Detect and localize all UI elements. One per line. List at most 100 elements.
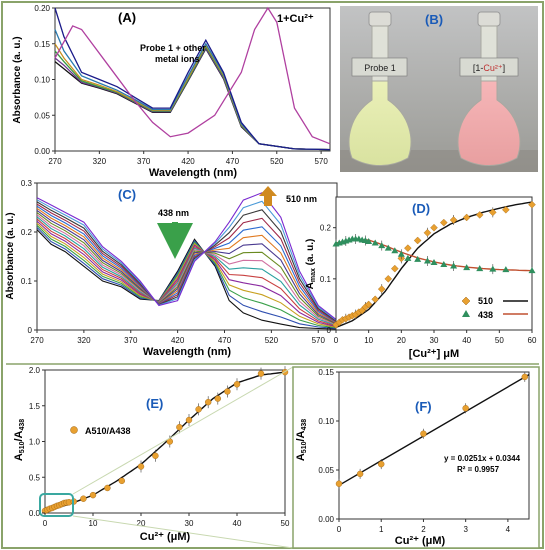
panel-e-point xyxy=(137,463,145,470)
flask-complex-body xyxy=(457,80,521,166)
panel-e-point xyxy=(214,395,222,402)
panel-a-xlabel: Wavelength (nm) xyxy=(149,167,238,179)
panel-d-series-group xyxy=(332,200,536,330)
panel-a-ytick-label: 0.00 xyxy=(34,147,50,156)
panel-c-series-line xyxy=(36,203,338,323)
panel-d-point-438 xyxy=(404,254,412,261)
panel-d-point-438 xyxy=(476,265,484,272)
panel-f-plot-frame xyxy=(338,371,530,520)
panel-f-xlabel: Cu²⁺ (μM) xyxy=(395,535,446,547)
panel-d-point-438 xyxy=(371,239,379,246)
panel-d-point-510 xyxy=(528,200,536,209)
panel-a-annotation-1: Probe 1 + other xyxy=(140,43,206,53)
panel-d: 0 10 20 30 40 50 60 0 0.1 0.2 (D) 510 438 [Cu²⁺] … xyxy=(305,196,537,360)
panel-e-ytick-label: 0.5 xyxy=(29,473,41,482)
legend-438-marker xyxy=(462,310,470,317)
flask-complex-label-part3: ] xyxy=(503,63,506,73)
panel-d-xtick-label: 60 xyxy=(528,336,537,345)
panel-b-photo: Probe 1 [1-Cu²⁺] (B) xyxy=(340,6,538,172)
panel-a-ylabel: Absorbance (a. u.) xyxy=(12,36,23,123)
panel-f-label: (F) xyxy=(415,399,432,414)
panel-a-annotation-2: metal ions xyxy=(155,54,200,64)
flask-complex-label-box xyxy=(459,57,519,77)
panel-c-ytick-label: 0 xyxy=(28,326,33,335)
panel-c-annotation-510: 510 nm xyxy=(286,194,317,204)
panel-d-point-438 xyxy=(423,257,431,264)
panel-e-series-group xyxy=(41,366,289,515)
legend-510-marker xyxy=(461,296,471,306)
panel-e-plot-frame xyxy=(44,369,286,514)
panel-c-xtick-label: 370 xyxy=(124,336,138,345)
panel-e: 0 10 20 30 40 50 0.0 0.5 1.0 1.5 2.0 (E) A510/A438… xyxy=(13,366,294,549)
panel-e-xtick-label: 50 xyxy=(281,519,290,528)
panel-e-legend-label: A510/A438 xyxy=(85,426,131,436)
panel-e-axes: 0 10 20 30 40 50 0.0 0.5 1.0 1.5 2.0 xyxy=(29,366,290,528)
panel-d-ytick-label: 0.1 xyxy=(320,275,332,284)
panel-c-series-line xyxy=(36,207,338,324)
panel-c-series-line xyxy=(36,214,338,326)
panel-c-xtick-label: 520 xyxy=(265,336,279,345)
panel-d-xlabel: [Cu²⁺] μM xyxy=(409,348,459,360)
panel-f-point xyxy=(356,470,364,478)
panel-f-xtick-label: 1 xyxy=(379,525,384,534)
panel-d-legend: 510 438 xyxy=(461,296,528,320)
zoom-connector-bottom xyxy=(72,515,294,549)
panel-e-point xyxy=(185,416,193,424)
panel-a-series-line xyxy=(54,7,331,151)
panel-d-fit-line xyxy=(335,201,533,329)
panel-e-ytick-label: 1.0 xyxy=(29,438,41,447)
flask-probe: Probe 1 xyxy=(348,11,412,166)
panel-e-ylabel-a: A xyxy=(13,453,25,461)
panel-f-xtick-label: 0 xyxy=(337,525,342,534)
panel-d-xtick-label: 40 xyxy=(462,336,471,345)
panel-e-ytick-label: 2.0 xyxy=(29,366,41,375)
flask-probe-stopper xyxy=(368,11,392,27)
panel-d-point-438 xyxy=(502,266,510,273)
panel-f-equation: y = 0.0251x + 0.0344 xyxy=(444,454,521,463)
flask-complex-label: [1-Cu²⁺] xyxy=(473,63,505,73)
panel-d-point-510 xyxy=(475,211,484,219)
panel-d-point-438 xyxy=(378,242,386,249)
panel-d-point-510 xyxy=(462,213,471,222)
panel-a-series-group xyxy=(54,6,331,151)
panel-d-point-438 xyxy=(414,255,422,262)
panel-a: 270 320 370 420 470 520 570 0.00 0.05 0.10 0.15 0.2… xyxy=(12,4,331,179)
panel-e-xlabel: Cu²⁺ (μM) xyxy=(140,531,191,543)
panel-c-series-line xyxy=(36,212,338,325)
panel-c-series-line xyxy=(36,222,338,328)
panel-f-xtick-label: 4 xyxy=(506,525,511,534)
panel-c-label: (C) xyxy=(118,187,136,202)
panel-f-point xyxy=(462,405,469,412)
panel-c-series-line xyxy=(36,205,338,324)
panel-e-label: (E) xyxy=(146,396,163,411)
panel-a-xtick-label: 520 xyxy=(270,157,284,166)
panel-e-ylabel: A510/A438 xyxy=(13,419,26,461)
panel-a-xtick-label: 370 xyxy=(137,157,151,166)
panel-d-point-510 xyxy=(371,295,379,304)
panel-f-ylabel: A510/A438 xyxy=(295,419,308,461)
panel-d-point-438 xyxy=(528,267,536,274)
panel-e-ylabel-sub2: 438 xyxy=(19,419,26,431)
panel-d-xtick-label: 10 xyxy=(364,336,373,345)
panel-f: 0 1 2 3 4 0.00 0.05 0.10 0.15 (F) y = 0.0251x + … xyxy=(292,366,540,549)
panel-a-series-line xyxy=(54,6,331,145)
panel-a-xtick-label: 420 xyxy=(181,157,195,166)
panel-e-point xyxy=(224,388,231,395)
panel-e-point xyxy=(233,381,241,388)
panel-d-xtick-label: 50 xyxy=(495,336,504,345)
panel-f-ylabel-sub2: 438 xyxy=(301,419,308,431)
panel-d-point-510 xyxy=(364,300,373,309)
panel-e-xtick-label: 10 xyxy=(89,519,98,528)
panel-c-xtick-label: 270 xyxy=(30,336,44,345)
panel-a-label: (A) xyxy=(118,10,136,25)
panel-c-xtick-label: 320 xyxy=(77,336,91,345)
panel-f-point xyxy=(521,373,528,381)
panel-f-ytick-label: 0.15 xyxy=(318,368,334,377)
panel-d-ylabel: Amax (a. u.) xyxy=(305,239,317,290)
panel-f-point xyxy=(378,460,385,468)
panel-a-xtick-label: 470 xyxy=(226,157,240,166)
panel-e-ylabel-mid: /A xyxy=(13,430,25,441)
panel-a-axes: 270 320 370 420 470 520 570 0.00 0.05 0.10 0.15 0.2… xyxy=(34,4,328,166)
